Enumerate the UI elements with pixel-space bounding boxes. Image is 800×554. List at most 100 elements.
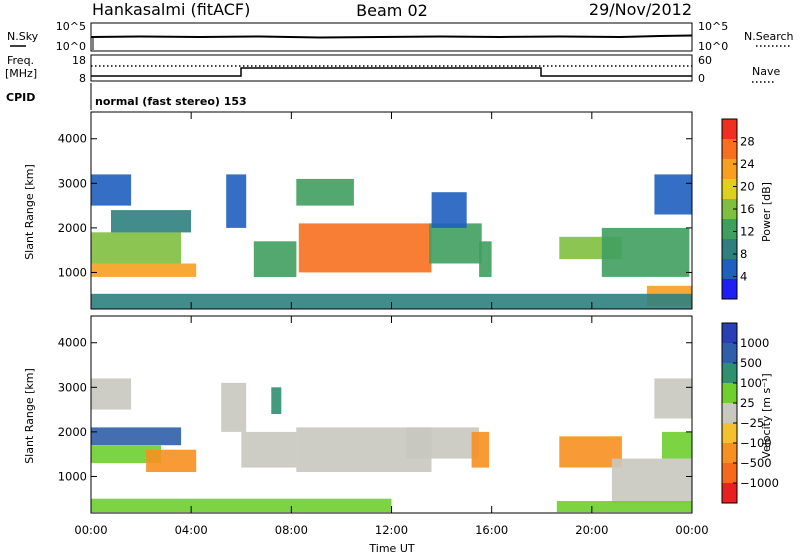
freq-trace	[91, 67, 692, 77]
freq-tick-low: 8	[79, 72, 86, 85]
colorbar-tick-label: 28	[740, 135, 755, 149]
nave-label: Nave	[752, 65, 780, 78]
velocity-data-layer	[91, 378, 692, 513]
y-tick-label: 4000	[58, 132, 87, 146]
scatter-region	[146, 449, 197, 472]
colorbar-border	[721, 322, 738, 504]
colorbar-band	[722, 343, 737, 364]
colorbar-band	[722, 119, 737, 140]
power-colorbar-label: Power [dB]	[760, 182, 773, 242]
colorbar-band	[722, 463, 737, 484]
colorbar-tick-label: −100	[740, 436, 772, 450]
scatter-region	[91, 445, 162, 464]
power-ylabel: Slant Range [km]	[23, 164, 36, 260]
colorbar-band	[722, 279, 737, 300]
scatter-region	[431, 192, 467, 228]
colorbar-tick-label: 1000	[740, 336, 769, 350]
colorbar-band	[722, 443, 737, 464]
velocity-x-axis: 00:00 04:00 08:00 12:00 16:00 20:00 00:00	[74, 316, 709, 537]
y-tick-label: 2000	[58, 221, 87, 235]
noise-tick-left-low: 10^0	[56, 40, 86, 53]
scatter-region	[479, 241, 492, 277]
freq-label-line2: [MHz]	[5, 67, 37, 80]
scatter-region	[471, 431, 490, 468]
colorbar-band	[722, 403, 737, 424]
y-tick-label: 1000	[58, 469, 87, 483]
x-tick-label: 04:00	[175, 523, 208, 537]
x-tick-label: 00:00	[675, 523, 708, 537]
time-axis-label: Time UT	[368, 542, 414, 554]
noise-search-label: N.Search	[744, 30, 794, 43]
colorbar-tick-label: 12	[740, 225, 755, 239]
colorbar-band	[722, 239, 737, 260]
colorbar-band	[722, 179, 737, 200]
date-title: 29/Nov/2012	[589, 0, 692, 19]
colorbar-band	[722, 159, 737, 180]
noise-tick-right-low: 10^0	[698, 40, 728, 53]
scatter-region	[298, 223, 432, 273]
colorbar-tick-label: 500	[740, 356, 762, 370]
colorbar-band	[722, 219, 737, 240]
scatter-region	[429, 223, 482, 264]
nave-tick-low: 0	[698, 72, 705, 85]
scatter-region	[654, 174, 692, 215]
scatter-region	[296, 178, 354, 206]
cpid-text: normal (fast stereo) 153	[95, 95, 247, 108]
x-tick-label: 20:00	[575, 523, 608, 537]
y-tick-label: 3000	[58, 380, 87, 394]
scatter-region	[91, 174, 132, 206]
scatter-region	[662, 431, 692, 459]
freq-label-line1: Freq.	[7, 54, 34, 67]
cpid-label: CPID	[6, 91, 35, 104]
velocity-colorbar: 1000 500 100 25 −25 −100 −500 −1000	[721, 322, 779, 504]
scatter-region	[91, 232, 182, 264]
scatter-region	[221, 382, 247, 432]
x-tick-label: 00:00	[74, 523, 107, 537]
scatter-region	[111, 210, 192, 233]
colorbar-band	[722, 383, 737, 404]
colorbar-tick-label: 100	[740, 376, 762, 390]
colorbar-tick-label: −1000	[740, 476, 779, 490]
freq-tick-high: 18	[72, 54, 86, 67]
velocity-plot-frame	[91, 316, 692, 513]
scatter-region	[91, 498, 392, 513]
station-title: Hankasalmi (fitACF)	[92, 0, 250, 19]
x-tick-label: 16:00	[475, 523, 508, 537]
y-tick-label: 1000	[58, 265, 87, 279]
noise-tick-left-high: 10^5	[56, 20, 86, 33]
noise-tick-right-high: 10^5	[698, 20, 728, 33]
colorbar-tick-label: 25	[740, 396, 755, 410]
colorbar-band	[722, 483, 737, 504]
scatter-region	[91, 378, 132, 410]
x-tick-label: 08:00	[275, 523, 308, 537]
beam-title: Beam 02	[356, 1, 428, 20]
colorbar-band	[722, 323, 737, 344]
colorbar-band	[722, 259, 737, 280]
velocity-y-axis: 1000 2000 3000 4000	[58, 336, 692, 483]
velocity-colorbar-label: Velocity [m s⁻¹]	[760, 373, 773, 458]
power-x-tickmarks	[90, 112, 693, 309]
scatter-region	[91, 263, 197, 277]
scatter-region	[271, 387, 282, 414]
y-tick-label: 4000	[58, 336, 87, 350]
velocity-panel: 1000 2000 3000 4000 00:00 04:00 08:00 12:00 16:…	[23, 315, 779, 554]
velocity-ylabel: Slant Range [km]	[23, 368, 36, 464]
y-tick-label: 3000	[58, 176, 87, 190]
noise-sky-trace	[90, 34, 693, 39]
colorbar-tick-label: 24	[740, 157, 755, 171]
colorbar-tick-label: 8	[740, 247, 747, 261]
colorbar-band	[722, 199, 737, 220]
nave-tick-high: 60	[698, 54, 712, 67]
power-y-axis: 1000 2000 3000 4000	[58, 132, 692, 279]
scatter-region	[253, 241, 297, 277]
colorbar-tick-label: 4	[740, 270, 747, 284]
scatter-region	[654, 378, 692, 419]
scatter-region	[91, 293, 692, 309]
y-tick-label: 2000	[58, 425, 87, 439]
power-data-layer	[91, 174, 692, 309]
colorbar-band	[722, 363, 737, 384]
colorbar-band	[722, 139, 737, 160]
colorbar-band	[722, 423, 737, 444]
power-colorbar: 28 24 20 16 12 8 4	[721, 118, 755, 300]
scatter-region	[406, 427, 480, 459]
